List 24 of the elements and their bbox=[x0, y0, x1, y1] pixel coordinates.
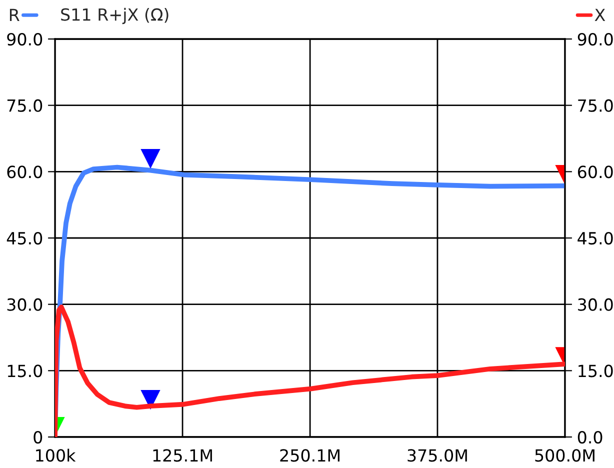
y-tick-label: 15.0 bbox=[8, 364, 42, 378]
y2-tick-label: 45.0 bbox=[578, 232, 613, 245]
y-tick-label: 60.0 bbox=[7, 166, 42, 178]
x-tick-label: 125.1M bbox=[153, 449, 212, 462]
y2-tick-label: 0.0 bbox=[578, 430, 602, 444]
y-tick-label: 75.0 bbox=[7, 99, 42, 112]
y2-tick-label: 90.0 bbox=[578, 32, 613, 46]
x-tick-label: 100k bbox=[36, 448, 76, 462]
y2-tick-label: 15.0 bbox=[578, 364, 613, 378]
y-tick-label: 0 bbox=[34, 430, 42, 444]
chart-title: S11 R+jX (Ω) bbox=[61, 8, 168, 24]
legend-label: R bbox=[10, 8, 20, 21]
y2-tick-label: 30.0 bbox=[578, 298, 613, 311]
y2-tick-label: 75.0 bbox=[578, 99, 613, 112]
x-tick-label: 375.0M bbox=[408, 449, 467, 462]
point bbox=[140, 149, 160, 169]
y-tick-label: 45.0 bbox=[6, 232, 42, 245]
point bbox=[140, 390, 160, 410]
y-tick-label: 30.0 bbox=[7, 298, 42, 311]
x-tick-label: 500.0M bbox=[535, 449, 594, 462]
x-tick-label: 250.1M bbox=[280, 449, 340, 462]
legend-label: X bbox=[594, 8, 606, 21]
y2-tick-label: 60.0 bbox=[578, 166, 613, 178]
y-tick-label: 90.0 bbox=[7, 32, 42, 46]
